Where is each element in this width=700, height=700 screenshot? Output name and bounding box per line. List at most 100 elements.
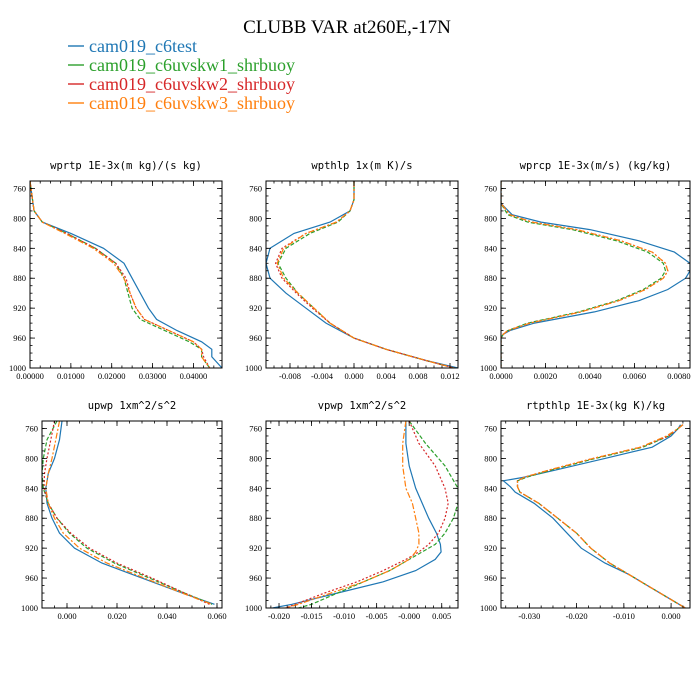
series-line (502, 424, 686, 608)
x-tick-label: -0.000 (398, 611, 420, 621)
legend-entry: cam019_c6uvskw1_shrbuoy (89, 55, 295, 75)
series-line (30, 181, 211, 368)
y-tick-label: 760 (25, 423, 38, 433)
x-tick-label: 0.060 (207, 611, 226, 621)
x-tick-label: 0.02000 (98, 371, 126, 381)
x-tick-label: 0.0060 (623, 371, 646, 381)
y-tick-label: 880 (484, 273, 497, 283)
y-tick-label: 1000 (245, 603, 262, 613)
x-tick-label: 0.000 (662, 611, 681, 621)
y-tick-label: 960 (249, 573, 262, 583)
x-tick-label: 0.040 (157, 611, 176, 621)
x-tick-label: 0.005 (432, 611, 451, 621)
x-tick-label: -0.020 (566, 611, 588, 621)
series-line (516, 424, 686, 608)
y-tick-label: 1000 (480, 603, 497, 613)
y-tick-label: 840 (484, 483, 497, 493)
chart-panel: vpwp 1xm^2/s^2 760 800 840 880 920 960 1000 -0.0… (245, 400, 459, 621)
series-line (266, 181, 458, 368)
x-tick-label: -0.020 (268, 611, 290, 621)
plot-frame (265, 420, 459, 609)
y-tick-label: 880 (484, 513, 497, 523)
y-tick-label: 960 (484, 333, 497, 343)
y-tick-label: 920 (249, 543, 262, 553)
plot-frame (41, 420, 223, 609)
series-line (516, 424, 686, 608)
panel-title: wpthlp 1x(m K)/s (311, 160, 412, 172)
x-tick-label: 0.03000 (139, 371, 167, 381)
series-line (516, 424, 686, 608)
series-line (501, 181, 667, 368)
x-tick-label: 0.020 (107, 611, 126, 621)
x-tick-label: 0.0020 (534, 371, 557, 381)
legend-entry: cam019_c6test (89, 36, 197, 56)
y-tick-label: 800 (484, 213, 497, 223)
x-tick-label: 0.012 (440, 371, 459, 381)
y-tick-label: 920 (25, 543, 38, 553)
x-tick-label: -0.010 (613, 611, 635, 621)
x-tick-label: -0.005 (366, 611, 388, 621)
y-tick-label: 800 (484, 453, 497, 463)
series-line (274, 181, 455, 368)
panel-title: wprcp 1E-3x(m/s) (kg/kg) (520, 160, 672, 172)
series-line (501, 181, 669, 368)
x-tick-label: -0.010 (333, 611, 355, 621)
y-tick-label: 1000 (21, 603, 38, 613)
figure-title: CLUBB VAR at260E,-17N (243, 17, 451, 38)
y-tick-label: 760 (484, 183, 497, 193)
x-tick-label: 0.01000 (57, 371, 85, 381)
y-tick-label: 1000 (480, 363, 497, 373)
x-tick-label: 0.0080 (667, 371, 690, 381)
y-tick-label: 840 (249, 483, 262, 493)
x-tick-label: -0.004 (311, 371, 334, 381)
series-line (42, 421, 213, 605)
x-tick-label: 0.000 (57, 611, 76, 621)
y-tick-label: 840 (249, 243, 262, 253)
plot-frame (265, 180, 459, 369)
y-tick-label: 960 (13, 333, 26, 343)
plot-frame (500, 180, 691, 369)
y-tick-label: 760 (249, 183, 262, 193)
y-tick-label: 840 (13, 243, 26, 253)
x-tick-label: 0.00000 (16, 371, 44, 381)
x-tick-label: 0.000 (344, 371, 363, 381)
y-tick-label: 840 (484, 243, 497, 253)
series-line (276, 181, 455, 368)
y-tick-label: 1000 (245, 363, 262, 373)
series-line (45, 421, 213, 605)
plot-frame (29, 180, 223, 369)
plot-frame (500, 420, 691, 609)
series-line (277, 181, 455, 368)
x-tick-label: 0.004 (376, 371, 396, 381)
y-tick-label: 960 (484, 573, 497, 583)
panel-title: upwp 1xm^2/s^2 (88, 400, 177, 412)
y-tick-label: 920 (249, 303, 262, 313)
series-line (285, 421, 449, 608)
y-tick-label: 880 (249, 273, 262, 283)
y-tick-label: 960 (25, 573, 38, 583)
y-tick-label: 880 (249, 513, 262, 523)
x-tick-label: 0.0040 (578, 371, 601, 381)
series-line (501, 181, 690, 368)
y-tick-label: 800 (249, 453, 262, 463)
x-tick-label: -0.008 (279, 371, 301, 381)
y-tick-label: 840 (25, 483, 38, 493)
series-line (43, 421, 210, 605)
y-tick-label: 760 (13, 183, 26, 193)
chart-panel: rtpthlp 1E-3x(kg K)/kg 760 800 840 880 920 960… (480, 400, 691, 621)
y-tick-label: 920 (484, 303, 497, 313)
x-tick-label: 0.04000 (180, 371, 208, 381)
chart-panel: wprcp 1E-3x(m/s) (kg/kg) 760 800 840 880 920 9… (480, 160, 691, 381)
y-tick-label: 760 (484, 423, 497, 433)
y-tick-label: 800 (25, 453, 38, 463)
x-tick-label: 0.008 (408, 371, 427, 381)
y-tick-label: 920 (484, 543, 497, 553)
x-tick-label: -0.015 (301, 611, 323, 621)
panel-title: wprtp 1E-3x(m kg)/(s kg) (50, 160, 202, 172)
series-line (30, 181, 211, 368)
y-tick-label: 920 (13, 303, 26, 313)
panels: wprtp 1E-3x(m kg)/(s kg) 760 800 840 880 920 9… (9, 160, 691, 621)
x-tick-label: -0.030 (518, 611, 540, 621)
chart-panel: wpthlp 1x(m K)/s 760 800 840 880 920 960 1000 -0… (245, 160, 460, 381)
